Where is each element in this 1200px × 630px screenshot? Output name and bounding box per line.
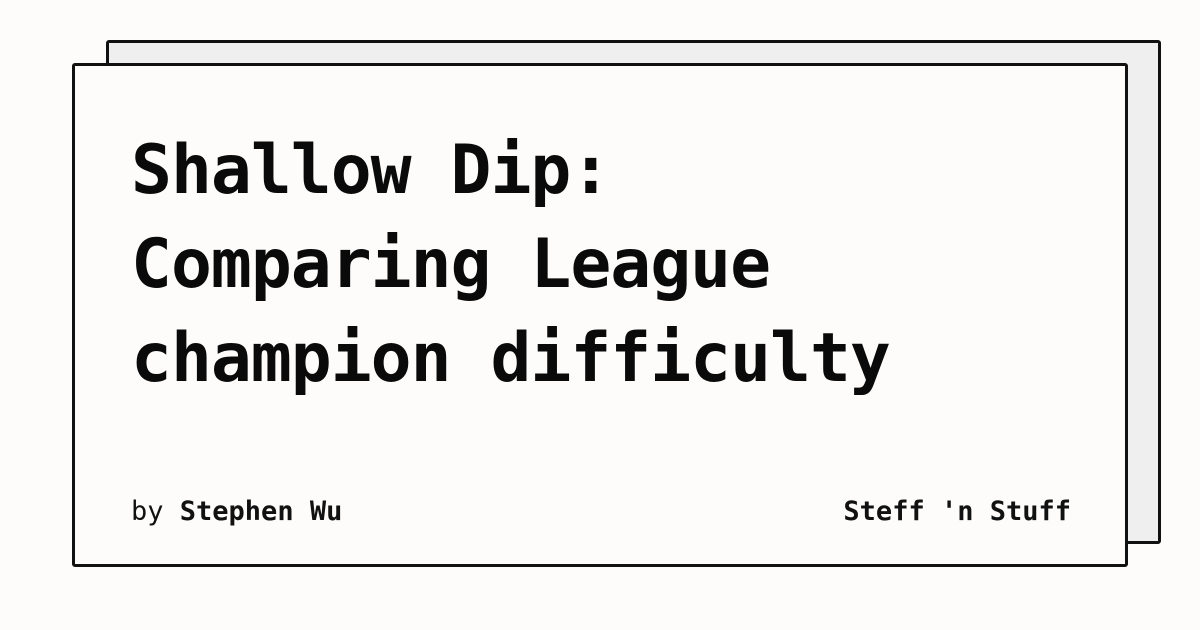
- title-line-2: Comparing League: [131, 225, 771, 304]
- byline: by Stephen Wu: [131, 496, 342, 528]
- title-card: Shallow Dip: Comparing League champion d…: [72, 63, 1128, 567]
- title-line-3: champion difficulty: [131, 319, 891, 398]
- author-name: Stephen Wu: [179, 496, 343, 527]
- page-title: Shallow Dip: Comparing League champion d…: [131, 124, 1071, 406]
- title-line-1: Shallow Dip:: [131, 131, 611, 210]
- site-name: Steff 'n Stuff: [843, 496, 1071, 527]
- byline-prefix: by: [131, 496, 164, 527]
